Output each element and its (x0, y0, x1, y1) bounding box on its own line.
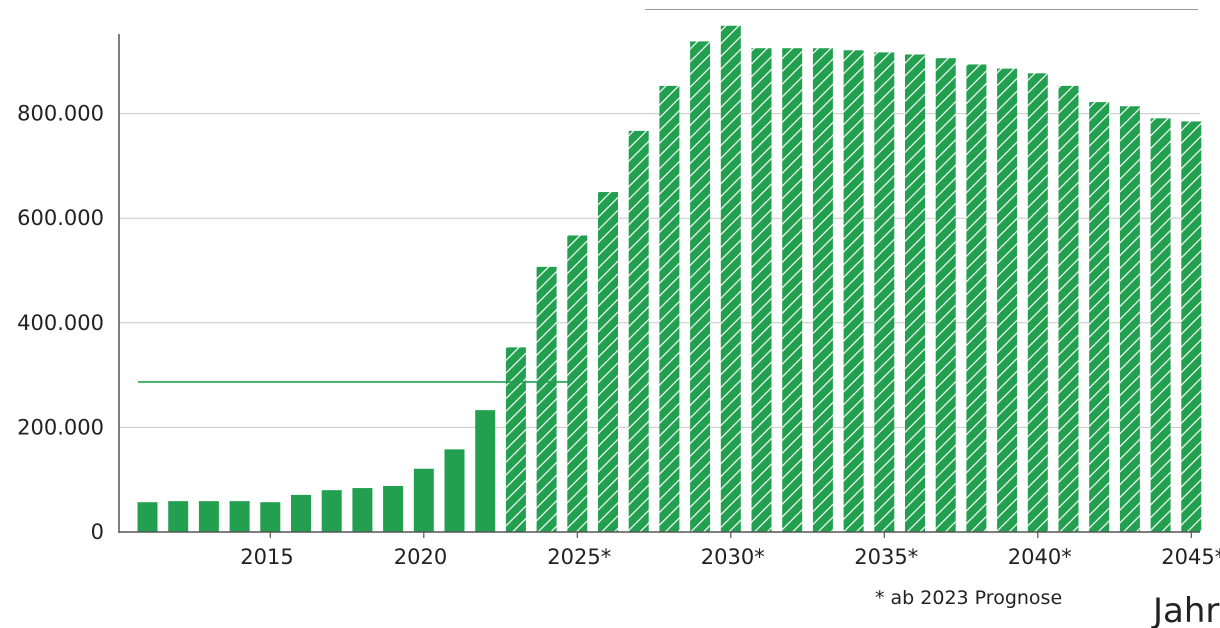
x-axis-title: Jahr (1151, 591, 1219, 628)
y-tick-label: 400.000 (17, 311, 104, 335)
bar-2020 (413, 468, 434, 532)
bar-forecast-2032 (782, 48, 803, 532)
bar-forecast-2036 (905, 54, 925, 532)
bar-forecast-2024 (536, 266, 557, 532)
bar-forecast-2029 (690, 41, 711, 533)
bar-2015 (260, 502, 281, 532)
bar-forecast-2027 (628, 130, 649, 532)
bar-forecast-2026 (598, 192, 618, 533)
bar-forecast-2025 (567, 235, 588, 533)
bar-2019 (383, 485, 404, 532)
reference-lines (138, 9, 1198, 383)
bar-2013 (198, 501, 219, 532)
x-tick-label: 2040* (1008, 545, 1072, 569)
y-tick-label: 800.000 (17, 102, 104, 126)
bar-forecast-2037 (935, 58, 956, 533)
bar-forecast-2034 (843, 50, 864, 532)
bar-forecast-2035 (874, 52, 895, 533)
x-tick-label: 2030* (701, 545, 765, 569)
bar-2022 (475, 410, 496, 532)
bar-forecast-2023 (505, 347, 526, 532)
forecast-footnote: * ab 2023 Prognose (875, 587, 1062, 609)
bar-2012 (168, 501, 189, 532)
bar-2014 (229, 501, 250, 532)
x-tick-label: 2035* (854, 545, 918, 569)
x-tick-label: 2015 (240, 545, 293, 569)
x-tick-label: 2020 (394, 545, 447, 569)
bars (137, 25, 1202, 533)
bar-forecast-2031 (751, 48, 772, 532)
y-tick-label: 600.000 (17, 206, 104, 230)
bar-forecast-2044 (1150, 118, 1171, 532)
bar-forecast-2045 (1181, 121, 1202, 532)
y-tick-label: 0 (91, 520, 104, 544)
bar-forecast-2042 (1089, 102, 1110, 533)
x-tick-label: 2025* (547, 545, 611, 569)
bar-forecast-2038 (966, 64, 987, 533)
y-tick-label: 200.000 (17, 415, 104, 439)
bar-2021 (444, 449, 465, 532)
tick-labels: 0 200.000 400.000 600.000 800.000 2015 2020 202… (17, 102, 1220, 569)
bar-forecast-2030 (720, 25, 741, 533)
bar-forecast-2041 (1058, 85, 1079, 533)
x-tick-label: 2045* (1161, 545, 1220, 569)
bar-2016 (291, 494, 311, 532)
bar-2011 (137, 502, 158, 532)
bar-2017 (321, 490, 342, 532)
bar-forecast-2028 (659, 85, 680, 533)
bar-forecast-2040 (1027, 73, 1048, 532)
bar-forecast-2033 (812, 48, 833, 532)
axes (118, 34, 1200, 538)
bar-forecast-2039 (997, 68, 1018, 532)
bar-forecast-2043 (1119, 106, 1140, 532)
bar-2018 (352, 488, 373, 532)
